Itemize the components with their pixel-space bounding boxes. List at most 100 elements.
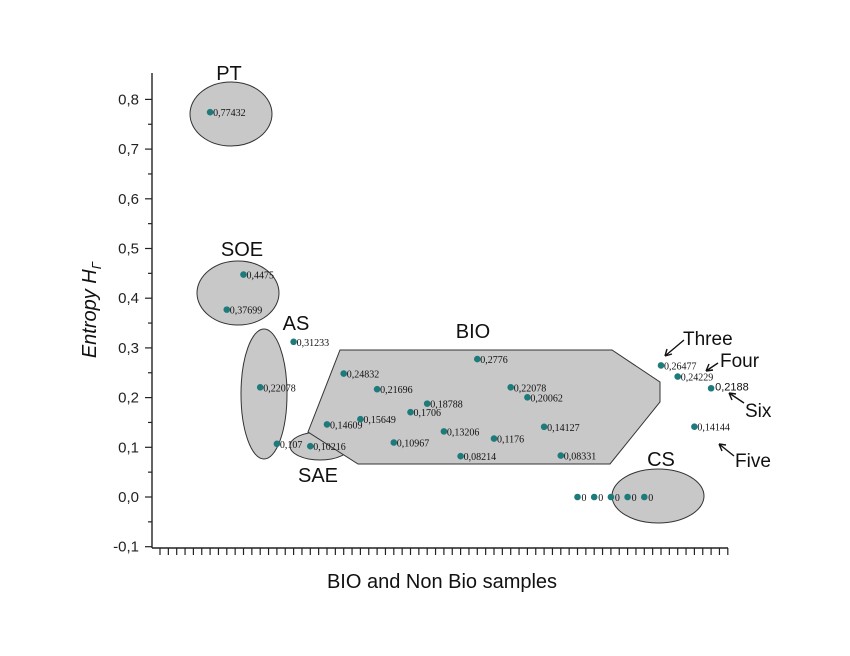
axes: -0,1 0,0 0,1 0,2 0,3 0,4 0,5 0,6 0,7 0,8: [113, 73, 729, 556]
data-point-group: 0,10216: [307, 442, 346, 453]
data-point: [340, 370, 348, 377]
y-tick-label: 0,7: [118, 141, 139, 158]
data-point: [691, 423, 698, 431]
annotation-five: Five: [735, 451, 771, 472]
group-label-cs: CS: [647, 449, 675, 471]
data-label: 0,10967: [397, 438, 430, 449]
data-point: [474, 355, 481, 363]
data-label: 0,15649: [363, 415, 396, 426]
y-tick-label: 0,3: [118, 340, 139, 357]
x-axis-title: BIO and Non Bio samples: [327, 571, 557, 593]
data-point-group: 0,107: [273, 440, 303, 451]
data-point-group: 0,26477: [657, 361, 697, 372]
group-label-as: AS: [283, 313, 310, 335]
group-label-sae: SAE: [298, 465, 338, 487]
data-label: 0,24229: [681, 373, 714, 384]
data-label: 0,37699: [230, 306, 262, 317]
region-pt: [189, 81, 273, 147]
data-point-group: 0,37699: [223, 306, 262, 317]
y-tick-label: 0,8: [118, 91, 139, 108]
data-point-group: 0,4475: [240, 271, 274, 282]
data-label: 0,1176: [497, 435, 524, 446]
data-point: [373, 385, 381, 393]
data-point: [641, 493, 648, 501]
annotation-four: Four: [720, 351, 760, 372]
data-point: [357, 415, 364, 423]
data-label: 0,14144: [697, 423, 730, 434]
data-point: [624, 493, 631, 501]
data-point-group: 0,08214: [457, 452, 496, 463]
data-point-group: 0: [607, 493, 620, 504]
group-label-pt: PT: [216, 63, 242, 85]
x-ticks: [159, 548, 729, 555]
data-label: 0,20062: [530, 393, 563, 404]
data-label: 0,14127: [547, 423, 580, 434]
data-point: [524, 393, 531, 401]
data-label: 0,10216: [313, 442, 346, 453]
data-label: 0,2776: [480, 355, 508, 366]
annotation-six: Six: [745, 401, 772, 422]
data-point-group: 0,1176: [490, 435, 524, 446]
data-point-group: 0,31233: [290, 338, 329, 349]
data-label: 0,107: [280, 440, 303, 451]
data-point-group: 0,13206: [440, 427, 479, 438]
data-label: 0,77432: [213, 108, 246, 119]
group-labels: PT SOE AS SAE BIO CS: [216, 63, 675, 487]
data-point: [490, 435, 498, 442]
data-point: [256, 383, 264, 391]
data-point: [607, 493, 615, 501]
data-point-group: 0,10967: [390, 438, 430, 449]
data-point-group: 0,2776: [474, 355, 508, 366]
data-point-group: 0,1706: [407, 408, 441, 419]
y-axis-title-subscript: Γ: [89, 261, 104, 269]
data-point-group: 0,21696: [373, 385, 413, 396]
data-points: 0,77432 0,37699 0,4475 0,22078 0,107 0,31233 0…: [206, 108, 749, 504]
data-label: 0,22078: [263, 383, 296, 394]
region-as: [240, 328, 288, 460]
data-point-group: 0: [624, 493, 637, 504]
data-point-group: 0: [574, 493, 587, 504]
group-label-bio: BIO: [456, 321, 490, 343]
data-label: 0,08214: [464, 452, 497, 463]
arrow-four: [705, 362, 719, 372]
y-tick-label: 0,0: [118, 489, 139, 506]
data-point-group: 0,24832: [340, 370, 379, 381]
data-point-group: 0,14609: [323, 420, 363, 431]
data-label: 0,2188: [715, 381, 749, 393]
data-label: 0: [632, 493, 637, 504]
data-point: [590, 493, 598, 501]
data-point: [323, 421, 331, 428]
data-label: 0,18788: [430, 400, 463, 411]
data-label: 0,08331: [564, 452, 597, 463]
data-point-group: 0,15649: [357, 415, 396, 426]
data-point-group: 0,14127: [540, 423, 580, 434]
data-point: [206, 108, 214, 116]
y-tick-label: -0,1: [113, 539, 139, 556]
data-label: 0,14609: [330, 420, 363, 431]
data-point: [707, 384, 715, 392]
arrow-three: [664, 339, 685, 357]
data-point-group: 0,2188: [707, 381, 749, 393]
data-point: [457, 452, 464, 460]
data-point: [290, 338, 297, 346]
data-label: 0,22078: [514, 383, 547, 394]
y-tick-label: 0,4: [118, 290, 139, 307]
data-point: [407, 408, 414, 416]
data-point-group: 0: [641, 493, 653, 504]
data-point: [557, 452, 565, 459]
data-point-group: 0,14144: [691, 423, 730, 434]
annotations: Three Four Six Five: [664, 329, 772, 472]
data-point: [390, 439, 398, 446]
data-label: 0: [615, 493, 620, 504]
arrow-five: [718, 443, 735, 457]
data-point-group: 0: [590, 493, 603, 504]
arrow-six: [728, 392, 745, 404]
data-label: 0: [598, 493, 603, 504]
data-label: 0: [582, 493, 587, 504]
data-label: 0,24832: [347, 370, 380, 381]
data-label: 0,1706: [414, 408, 442, 419]
data-point: [240, 271, 247, 278]
data-label: 0,26477: [664, 361, 697, 372]
data-point-group: 0,24229: [674, 373, 713, 384]
